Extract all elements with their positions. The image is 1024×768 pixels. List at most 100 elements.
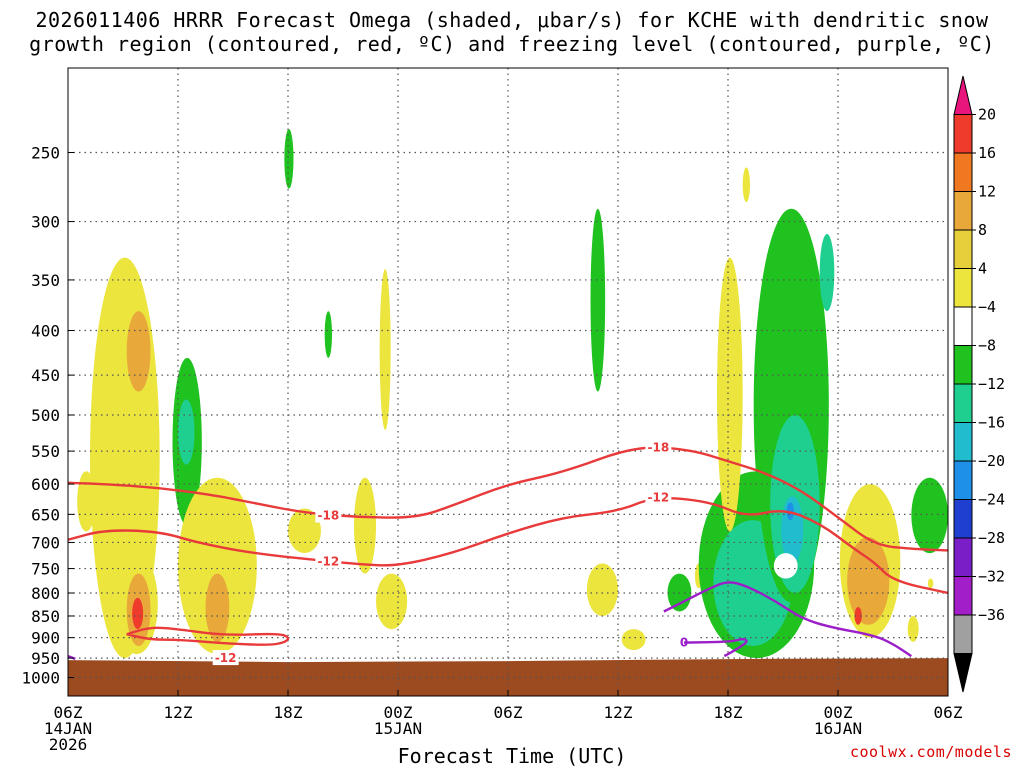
y-tick-label: 450	[31, 366, 60, 385]
contour-label: -18	[647, 441, 669, 455]
colorbar-swatch	[953, 229, 973, 269]
colorbar-tick-label: −4	[978, 298, 996, 316]
contour-label: -12	[215, 651, 237, 665]
y-tick-label: 350	[31, 271, 60, 290]
y-tick-label: 750	[31, 560, 60, 579]
x-tick-label: 12Z	[604, 703, 633, 722]
contour-label-bg	[315, 507, 342, 523]
contour-label-bg	[645, 489, 672, 505]
x-tick-label: 00Z	[384, 703, 413, 722]
x-tick-label: 15JAN	[374, 719, 422, 738]
colorbar-swatch	[953, 460, 973, 500]
y-tick-label: 550	[31, 442, 60, 461]
colorbar-tick-label: 8	[978, 221, 987, 239]
colorbar-tick-label: −12	[978, 375, 1005, 393]
contour-label-bg	[212, 650, 239, 666]
contour-label: -12	[647, 491, 669, 505]
x-tick-label: 06Z	[494, 703, 523, 722]
omega-region-35	[911, 477, 948, 554]
x-tick-label: 06Z	[54, 703, 83, 722]
omega-region-2	[77, 471, 96, 532]
contour-line-0	[68, 446, 948, 552]
omega-region-14	[379, 268, 391, 430]
x-tick-label: 2026	[49, 735, 88, 754]
x-tick-label: 12Z	[164, 703, 193, 722]
colorbar-swatch	[953, 268, 973, 308]
x-tick-label: 18Z	[714, 703, 743, 722]
colorbar-swatch	[953, 576, 973, 616]
omega-region-12	[324, 311, 333, 358]
contour-label: -12	[317, 554, 339, 568]
contour-label: -18	[317, 509, 339, 523]
omega-region-24	[742, 167, 750, 203]
colorbar-tick-label: 12	[978, 183, 996, 201]
chart-title-line-2: growth region (contoured, red, ºC) and f…	[29, 32, 995, 56]
contour-label-bg	[315, 553, 342, 569]
colorbar-tick-label: −32	[978, 568, 1005, 586]
omega-region-5	[132, 597, 144, 630]
colorbar-swatch	[953, 614, 973, 654]
colorbar-tick-label: −24	[978, 491, 1005, 509]
contour-label-bg	[645, 439, 672, 455]
colorbar-swatch	[953, 499, 973, 539]
omega-region-32	[847, 536, 890, 625]
colorbar-swatch	[953, 422, 973, 462]
y-tick-label: 800	[31, 584, 60, 603]
colorbar-swatch	[953, 75, 973, 115]
contour-line-4	[683, 637, 748, 658]
colorbar-swatch	[953, 537, 973, 577]
y-tick-label: 250	[31, 144, 60, 163]
chart-title-line-1: 2026011406 HRRR Forecast Omega (shaded, …	[35, 8, 989, 32]
x-tick-label: 06Z	[934, 703, 963, 722]
omega-region-1	[126, 311, 151, 392]
x-tick-label: 00Z	[824, 703, 853, 722]
omega-region-10	[284, 129, 294, 189]
y-tick-label: 600	[31, 475, 60, 494]
x-tick-label: 14JAN	[44, 719, 92, 738]
y-tick-label: 300	[31, 213, 60, 232]
omega-region-30	[819, 233, 835, 312]
omega-region-29	[773, 553, 798, 579]
y-tick-label: 1000	[21, 669, 60, 688]
colorbar-swatch	[953, 191, 973, 231]
omega-region-11	[288, 508, 321, 554]
x-tick-label: 16JAN	[814, 719, 862, 738]
colorbar-swatch	[953, 114, 973, 154]
omega-region-13	[354, 477, 376, 574]
colorbar-tick-label: −36	[978, 606, 1005, 624]
omega-region-34	[907, 615, 919, 642]
omega-region-7	[178, 399, 195, 465]
colorbar-swatch	[953, 345, 973, 385]
omega-region-9	[205, 573, 230, 642]
colorbar-swatch	[953, 152, 973, 192]
y-tick-label: 650	[31, 505, 60, 524]
colorbar-tick-label: 4	[978, 260, 987, 278]
colorbar-tick-label: −8	[978, 337, 996, 355]
omega-region-16	[590, 208, 606, 392]
omega-region-33	[854, 606, 862, 625]
omega-region-23	[717, 257, 743, 532]
colorbar-tick-label: 20	[978, 106, 996, 124]
x-tick-label: 18Z	[274, 703, 303, 722]
y-tick-label: 950	[31, 649, 60, 668]
colorbar-tick-label: −16	[978, 414, 1005, 432]
credit-link[interactable]: coolwx.com/models	[849, 743, 1012, 761]
y-tick-label: 850	[31, 607, 60, 626]
contour-line-1	[68, 497, 948, 595]
y-tick-label: 400	[31, 322, 60, 341]
colorbar-swatch	[953, 383, 973, 423]
colorbar-swatch	[953, 653, 973, 693]
omega-region-36	[927, 578, 934, 589]
colorbar-tick-label: −28	[978, 529, 1005, 547]
omega-region-17	[586, 563, 619, 616]
y-tick-label: 500	[31, 406, 60, 425]
omega-region-18	[621, 629, 646, 651]
colorbar-tick-label: −20	[978, 452, 1005, 470]
contour-line-3	[663, 581, 912, 658]
colorbar-swatch	[953, 306, 973, 346]
contour-line-2	[126, 626, 290, 646]
colorbar-tick-label: 16	[978, 144, 996, 162]
x-axis-label: Forecast Time (UTC)	[397, 744, 627, 768]
y-tick-label: 700	[31, 533, 60, 552]
